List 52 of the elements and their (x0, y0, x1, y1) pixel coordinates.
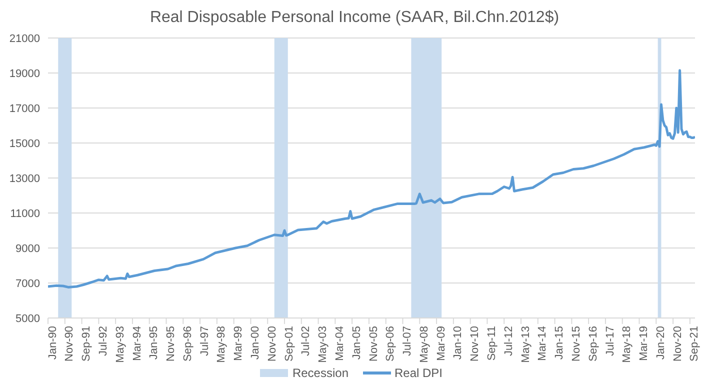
legend-label: Real DPI (394, 366, 443, 380)
x-tick-label: Sep-21 (688, 326, 701, 362)
x-tick-label: Jan-10 (452, 326, 464, 360)
y-tick-label: 15000 (9, 138, 40, 150)
x-tick-label: Nov-00 (266, 326, 278, 362)
legend-label: Recession (291, 366, 348, 380)
y-tick-label: 9000 (16, 242, 40, 255)
x-tick-label: Nov-20 (672, 326, 684, 362)
x-tick-label: Sep-16 (587, 326, 600, 362)
x-tick-label: Jan-15 (554, 326, 566, 360)
y-tick-label: 19000 (9, 68, 40, 80)
chart-title: Real Disposable Personal Income (SAAR, Bil.Chn.2012$) (148, 8, 560, 28)
x-tick-label: Nov-10 (469, 326, 482, 362)
x-tick-label: Mar-14 (536, 326, 549, 361)
x-tick-label: Jul-92 (97, 326, 110, 356)
x-tick-label: Jan-20 (654, 326, 667, 360)
x-tick-label: May-93 (114, 326, 126, 363)
x-tick-label: Jan-05 (350, 326, 363, 360)
x-tick-label: May-08 (418, 326, 430, 363)
y-tick-label: 13000 (9, 172, 40, 185)
x-tick-label: Sep-11 (486, 326, 498, 361)
x-tick-label: May-03 (317, 326, 330, 363)
x-tick-label: Jul-17 (604, 326, 616, 356)
x-tick-label: Jul-02 (300, 326, 312, 356)
line-series (48, 69, 695, 288)
y-tick-label: 5000 (16, 312, 40, 325)
x-tick-label: Jul-97 (198, 326, 211, 356)
x-tick-label: Sep-01 (283, 326, 296, 362)
x-tick-label: Jul-12 (502, 326, 515, 356)
y-tick-label: 17000 (9, 102, 40, 115)
x-tick-label: Sep-06 (384, 326, 397, 362)
x-tick-label: May-18 (621, 326, 634, 363)
x-tick-label: Sep-91 (80, 326, 93, 362)
x-tick-label: Mar-04 (334, 326, 346, 361)
x-tick-label: Jul-07 (402, 326, 414, 356)
x-tick-label: Jan-90 (46, 326, 59, 360)
x-tick-label: Jan-00 (250, 326, 262, 360)
x-tick-label: Sep-96 (182, 326, 194, 362)
x-tick-label: Mar-09 (435, 326, 448, 361)
x-tick-label: Mar-94 (131, 326, 144, 361)
y-tick-label: 11000 (10, 208, 40, 220)
x-tick-label: Nov-05 (368, 326, 380, 362)
x-tick-label: Nov-15 (570, 326, 582, 362)
x-tick-label: May-13 (520, 326, 532, 363)
y-tick-label: 21000 (9, 32, 40, 45)
y-tick-label: 7000 (16, 278, 40, 290)
x-tick-label: Mar-19 (638, 326, 650, 361)
x-tick-label: Nov-90 (64, 326, 76, 362)
x-tick-label: Mar-99 (232, 326, 245, 361)
x-tick-label: May-98 (216, 326, 228, 363)
x-tick-label: Nov-95 (165, 326, 178, 362)
x-tick-label: Jan-95 (148, 326, 160, 360)
